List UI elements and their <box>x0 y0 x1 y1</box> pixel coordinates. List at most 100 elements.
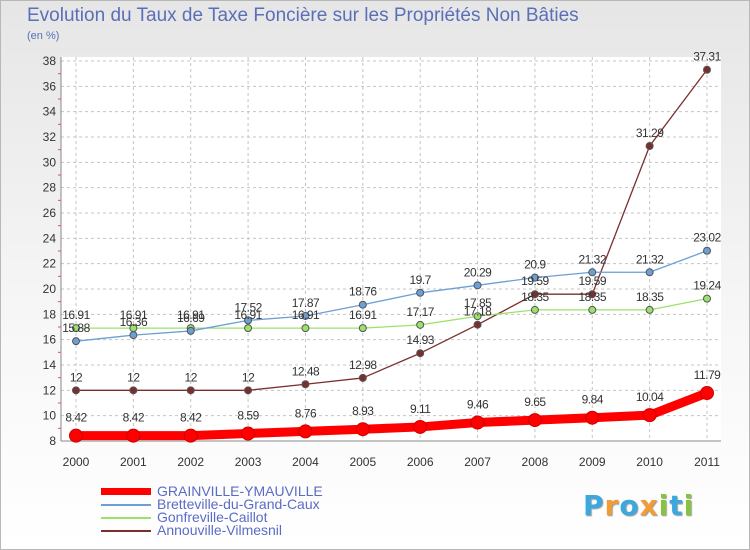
y-tick-label: 36 <box>43 79 57 93</box>
data-point <box>72 337 80 346</box>
y-tick-label: 28 <box>43 181 57 195</box>
y-tick-label: 34 <box>43 105 57 119</box>
data-label: 18.35 <box>636 290 664 304</box>
data-point <box>358 300 367 309</box>
data-label: 19.59 <box>579 274 607 288</box>
data-point <box>527 413 542 428</box>
data-label: 16.91 <box>177 308 205 322</box>
x-tick-label: 2001 <box>120 455 147 469</box>
series-line-3 <box>76 69 708 391</box>
data-label: 8.42 <box>65 411 87 425</box>
y-tick-label: 8 <box>49 434 56 448</box>
series-line-1 <box>75 250 708 342</box>
data-point <box>301 324 310 333</box>
data-label: 8.42 <box>123 411 145 425</box>
data-label: 17.18 <box>464 305 492 319</box>
series-line-2 <box>76 297 708 329</box>
y-tick-label: 16 <box>43 333 57 347</box>
data-label: 19.59 <box>521 274 549 288</box>
data-label: 18.76 <box>349 285 377 299</box>
data-point <box>585 410 600 425</box>
data-point <box>298 424 313 439</box>
data-point <box>703 246 711 255</box>
data-label: 19.24 <box>693 279 721 293</box>
y-tick-label: 20 <box>43 282 57 296</box>
data-label: 16.69 <box>177 311 205 325</box>
data-point <box>355 422 370 437</box>
data-label: 21.32 <box>636 252 664 266</box>
logo-letter: o <box>619 489 640 522</box>
data-point <box>703 294 711 303</box>
series-line-0 <box>76 388 709 441</box>
data-point <box>358 324 367 333</box>
x-tick-label: 2003 <box>235 455 262 469</box>
y-tick-label: 22 <box>43 257 57 271</box>
data-point <box>473 281 482 290</box>
data-point <box>416 320 425 329</box>
data-point <box>129 331 138 340</box>
legend-item: Annouville-Vilmesnil <box>101 522 323 538</box>
data-point <box>470 415 485 430</box>
data-label: 16.91 <box>120 308 148 322</box>
data-label: 10.04 <box>636 390 664 404</box>
legend-swatch <box>101 529 151 532</box>
data-label: 8.76 <box>295 406 317 420</box>
y-tick-label: 12 <box>43 383 57 397</box>
data-point <box>588 305 597 314</box>
data-label: 11.79 <box>694 368 721 382</box>
data-label: 31.29 <box>636 126 664 140</box>
legend-swatch <box>101 516 151 519</box>
chart-title: Evolution du Taux de Taxe Foncière sur l… <box>27 5 579 26</box>
data-label: 8.93 <box>352 404 374 418</box>
data-label: 12 <box>185 370 198 384</box>
data-point <box>186 386 195 395</box>
data-point <box>642 408 657 423</box>
data-point <box>416 349 425 358</box>
legend-label: Gonfreville-Caillot <box>157 509 268 525</box>
data-label: 14.93 <box>406 333 434 347</box>
legend-label: GRAINVILLE-YMAUVILLE <box>157 483 323 499</box>
data-label: 8.59 <box>237 409 259 423</box>
data-point <box>183 428 198 443</box>
data-label: 17.52 <box>234 300 262 314</box>
data-point <box>301 380 310 389</box>
x-tick-label: 2006 <box>407 455 434 469</box>
data-label: 20.9 <box>524 258 546 272</box>
data-label: 12 <box>70 370 83 384</box>
data-label: 12 <box>242 370 255 384</box>
legend-swatch <box>101 503 151 506</box>
data-point <box>72 386 80 395</box>
logo-letter: i <box>658 489 670 522</box>
unit-label: (en %) <box>27 30 60 42</box>
data-label: 9.84 <box>582 393 604 407</box>
x-tick-label: 2008 <box>522 455 549 469</box>
data-point <box>72 324 80 333</box>
data-point <box>244 316 253 325</box>
y-tick-label: 30 <box>43 155 57 169</box>
x-tick-label: 2002 <box>177 455 204 469</box>
x-tick-label: 2011 <box>694 455 720 469</box>
data-point <box>588 268 597 277</box>
data-label: 16.36 <box>120 315 148 329</box>
y-tick-label: 18 <box>43 307 57 321</box>
legend-item: GRAINVILLE-YMAUVILLE <box>101 483 323 499</box>
data-label: 9.65 <box>524 395 546 409</box>
logo-letter: t <box>669 489 684 522</box>
data-point <box>588 290 597 299</box>
x-tick-label: 2009 <box>579 455 606 469</box>
data-point <box>645 268 654 277</box>
legend-label: Annouville-Vilmesnil <box>157 522 283 538</box>
data-label: 12 <box>127 370 140 384</box>
logo-letter: i <box>683 489 695 522</box>
legend-item: Gonfreville-Caillot <box>101 509 323 525</box>
data-label: 17.17 <box>406 305 434 319</box>
data-label: 19.7 <box>410 273 432 287</box>
data-point <box>244 386 253 395</box>
data-label: 23.02 <box>693 231 721 245</box>
data-label: 9.11 <box>410 402 431 416</box>
y-tick-label: 32 <box>43 130 57 144</box>
x-tick-label: 2004 <box>292 455 319 469</box>
y-tick-label: 14 <box>43 358 57 372</box>
x-tick-label: 2007 <box>464 455 491 469</box>
y-tick-label: 26 <box>43 206 57 220</box>
